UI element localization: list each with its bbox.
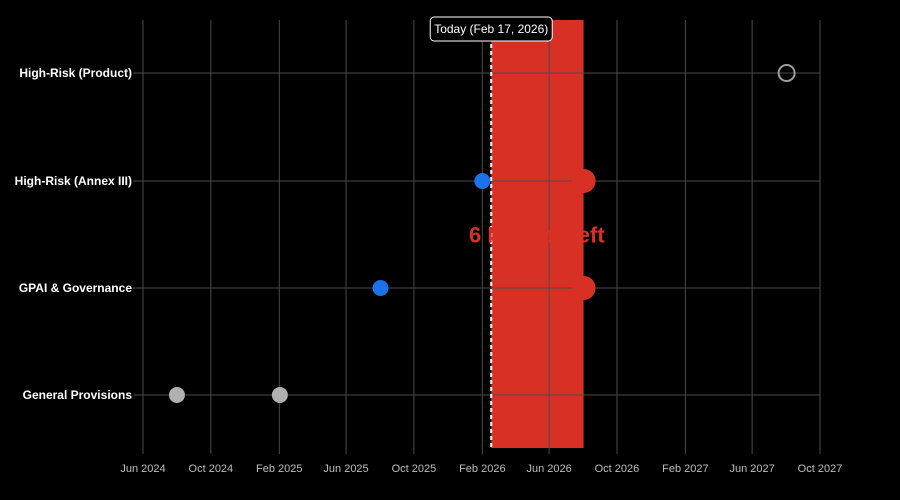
x-tick-label: Jun 2027 — [730, 463, 775, 475]
x-tick-label: Feb 2026 — [459, 463, 505, 475]
x-tick-label: Jun 2025 — [323, 463, 368, 475]
countdown-annotation: 6 Months left — [469, 223, 605, 248]
deadline-point — [571, 169, 596, 193]
today-label-box — [429, 16, 553, 42]
x-tick-label: Oct 2024 — [189, 463, 234, 475]
y-tick-label: High-Risk (Product) — [19, 66, 132, 80]
past-milestone-point — [168, 387, 185, 403]
x-tick-label: Jun 2024 — [120, 463, 165, 475]
future-milestone-point — [777, 64, 796, 82]
highlight-band — [491, 20, 584, 448]
today-label: Today (Feb 17, 2026) — [434, 22, 548, 36]
past-milestone-point — [271, 387, 288, 403]
x-tick-label: Oct 2025 — [392, 463, 437, 475]
x-tick-label: Jun 2026 — [526, 463, 571, 475]
deadline-point — [571, 276, 596, 300]
x-tick-label: Oct 2026 — [595, 463, 640, 475]
milestone-point — [372, 280, 389, 296]
x-tick-label: Feb 2025 — [256, 463, 302, 475]
y-tick-label: GPAI & Governance — [19, 281, 132, 295]
y-tick-label: General Provisions — [23, 388, 133, 402]
x-tick-label: Oct 2027 — [798, 463, 843, 475]
y-tick-label: High-Risk (Annex III) — [15, 174, 132, 188]
x-tick-label: Feb 2027 — [662, 463, 708, 475]
milestone-point — [474, 173, 491, 189]
